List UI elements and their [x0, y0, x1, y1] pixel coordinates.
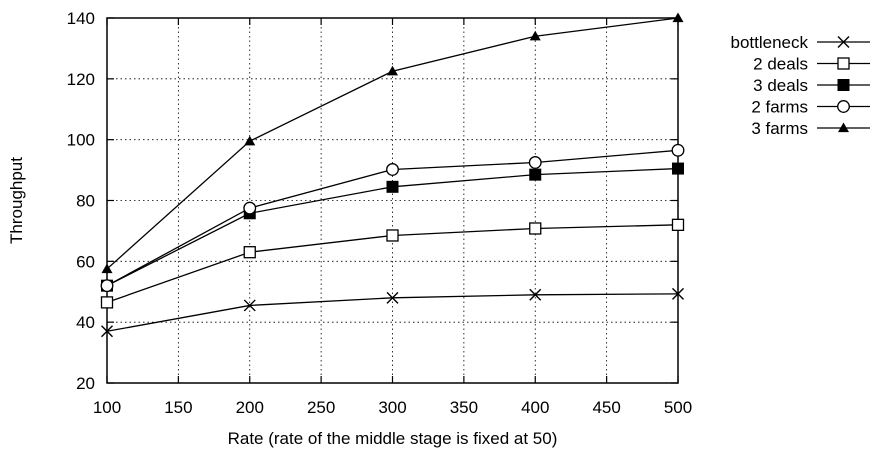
y-tick-label: 20 [76, 374, 95, 393]
data-point [672, 287, 684, 300]
data-point [101, 263, 113, 274]
series-2-deals [100, 218, 685, 309]
data-point [243, 299, 256, 312]
legend-label: bottleneck [731, 33, 809, 52]
data-point [244, 135, 256, 146]
series-3-farms [101, 12, 684, 274]
data-point [529, 288, 542, 301]
x-tick-label: 450 [592, 398, 620, 417]
y-axis-label: Throughput [7, 157, 26, 244]
data-point [528, 156, 542, 169]
data-point [101, 325, 113, 338]
data-point [671, 143, 685, 157]
data-point [837, 57, 850, 70]
legend: bottleneck 2 deals 3 deals 2 farms 3 farms [731, 33, 870, 138]
x-tick-label: 350 [450, 398, 478, 417]
y-tick-label: 60 [76, 252, 95, 271]
data-point [837, 36, 850, 48]
grid-lines [107, 18, 678, 383]
x-tick-label: 150 [164, 398, 192, 417]
data-point [243, 246, 256, 259]
legend-label: 3 farms [751, 119, 808, 138]
series-group [100, 12, 685, 338]
data-point [386, 163, 399, 176]
data-point [671, 218, 685, 231]
data-point [243, 201, 257, 215]
data-point [529, 30, 541, 41]
data-point [672, 162, 684, 175]
data-point [529, 168, 542, 181]
x-axis-label: Rate (rate of the middle stage is fixed … [228, 429, 558, 448]
y-tick-label: 80 [76, 192, 95, 211]
legend-item: 2 deals [753, 55, 870, 74]
y-tick-label: 120 [67, 70, 95, 89]
data-point [529, 222, 542, 235]
data-point [837, 100, 850, 113]
series-line [106, 293, 679, 332]
data-point [837, 79, 850, 91]
y-tick-label: 140 [67, 9, 95, 28]
x-tick-label: 300 [378, 398, 406, 417]
data-point [386, 291, 399, 304]
legend-label: 2 farms [751, 98, 808, 117]
x-tick-label: 250 [307, 398, 335, 417]
data-point [386, 180, 399, 193]
legend-item: 3 farms [751, 119, 870, 138]
data-point [838, 122, 849, 133]
series-bottleneck [101, 287, 684, 338]
legend-label: 3 deals [753, 76, 808, 95]
data-point [100, 279, 114, 293]
data-point [100, 296, 114, 309]
x-tick-label: 500 [664, 398, 692, 417]
x-tick-label: 100 [93, 398, 121, 417]
data-point [387, 65, 398, 76]
y-tick-label: 100 [67, 131, 95, 150]
legend-label: 2 deals [753, 55, 808, 74]
x-tick-label: 400 [521, 398, 549, 417]
series-2-farms [100, 143, 685, 293]
axis-ticks: 100 150 200 250 300 350 400 450 500 20 40 60 80 100 12… [67, 9, 693, 417]
legend-item: 2 farms [751, 98, 870, 117]
legend-item: 3 deals [753, 76, 870, 95]
legend-item: bottleneck [731, 33, 870, 52]
data-point [672, 12, 684, 23]
y-tick-label: 40 [76, 313, 95, 332]
x-tick-label: 200 [236, 398, 264, 417]
data-point [386, 229, 399, 242]
